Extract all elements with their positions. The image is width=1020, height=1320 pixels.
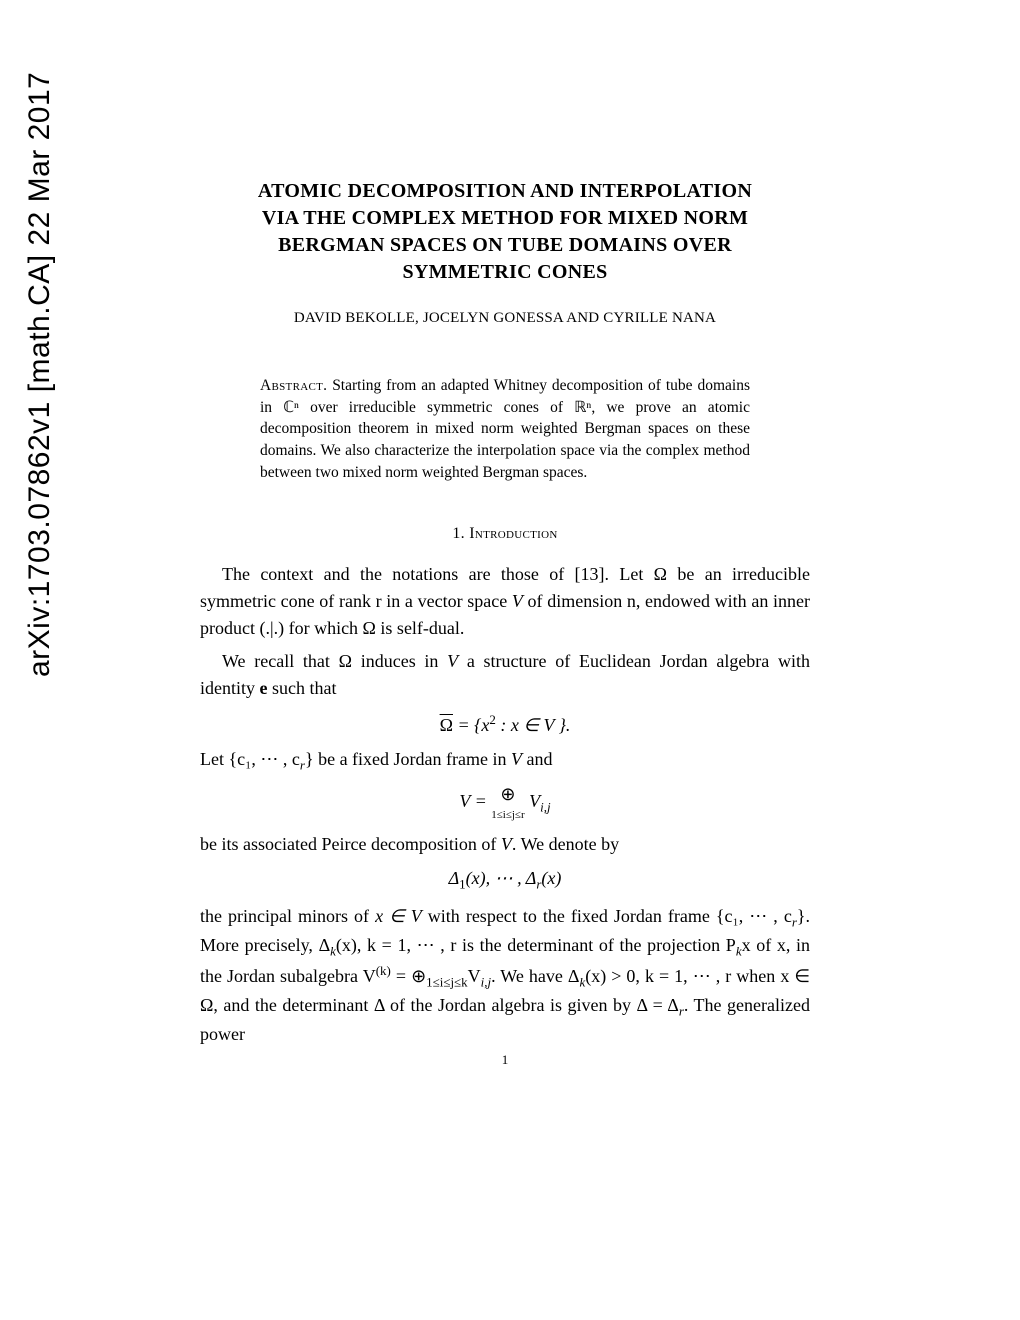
para3-text-b: } be a fixed Jordan frame in [305,749,511,769]
para4-text-a: be its associated Peirce decomposition o… [200,834,501,854]
sub-ij: i,j [481,975,491,990]
paragraph-2: We recall that Ω induces in V a structur… [200,648,810,702]
title-line-1: ATOMIC DECOMPOSITION AND INTERPOLATION [258,180,752,202]
para3-text-a: Let {c₁, ⋯ , c [200,749,300,769]
var-V: V [511,749,522,769]
para5-text-d: (x), k = 1, ⋯ , r is the determinant of … [336,935,736,955]
paper-title: ATOMIC DECOMPOSITION AND INTERPOLATION V… [200,178,810,286]
var-V: V [512,591,523,611]
title-line-2: VIA THE COMPLEX METHOD FOR MIXED NORM [262,207,748,229]
paragraph-1: The context and the notations are those … [200,561,810,642]
equation-1: Ω = {x2 : x ∈ V }. [200,712,810,736]
para5-text-a: the principal minors of [200,906,375,926]
para2-text-c: such that [268,678,337,698]
para2-text-a: We recall that Ω induces in [222,651,447,671]
bold-e: e [260,678,268,698]
paragraph-3: Let {c₁, ⋯ , cr} be a fixed Jordan frame… [200,746,810,775]
para5-text-b: with respect to the fixed Jordan frame {… [422,906,792,926]
para5-text-f: = ⊕ [391,966,426,986]
section-heading: 1. Introduction [200,525,810,543]
title-line-4: SYMMETRIC CONES [402,261,607,283]
equation-2: V = ⊕1≤i≤j≤r Vi,j [200,785,810,821]
paper-authors: DAVID BEKOLLE, JOCELYN GONESSA AND CYRIL… [200,310,810,327]
page-number: 1 [200,1052,810,1068]
para5-text-h: . We have Δ [491,966,579,986]
eq2-sub: 1≤i≤j≤r [491,809,524,821]
title-line-3: BERGMAN SPACES ON TUBE DOMAINS OVER [278,234,732,256]
equation-3: Δ1(x), ⋯ , Δr(x) [200,868,810,893]
para5-text-g: V [468,966,481,986]
abstract-text: Starting from an adapted Whitney decompo… [260,377,750,481]
var-V: V [501,834,512,854]
arxiv-stamp: arXiv:1703.07862v1 [math.CA] 22 Mar 2017 [23,72,57,677]
sup-k: (k) [376,963,391,978]
abstract-label: Abstract. [260,377,327,394]
abstract-block: Abstract. Starting from an adapted Whitn… [260,375,750,483]
paper-page: ATOMIC DECOMPOSITION AND INTERPOLATION V… [200,178,810,1068]
para3-text-c: and [522,749,553,769]
para4-text-b: . We denote by [512,834,619,854]
sub-range: 1≤i≤j≤k [426,975,467,990]
var-x-in-V: x ∈ V [375,906,422,926]
var-V: V [447,651,458,671]
paragraph-5: the principal minors of x ∈ V with respe… [200,903,810,1048]
paragraph-4: be its associated Peirce decomposition o… [200,831,810,858]
